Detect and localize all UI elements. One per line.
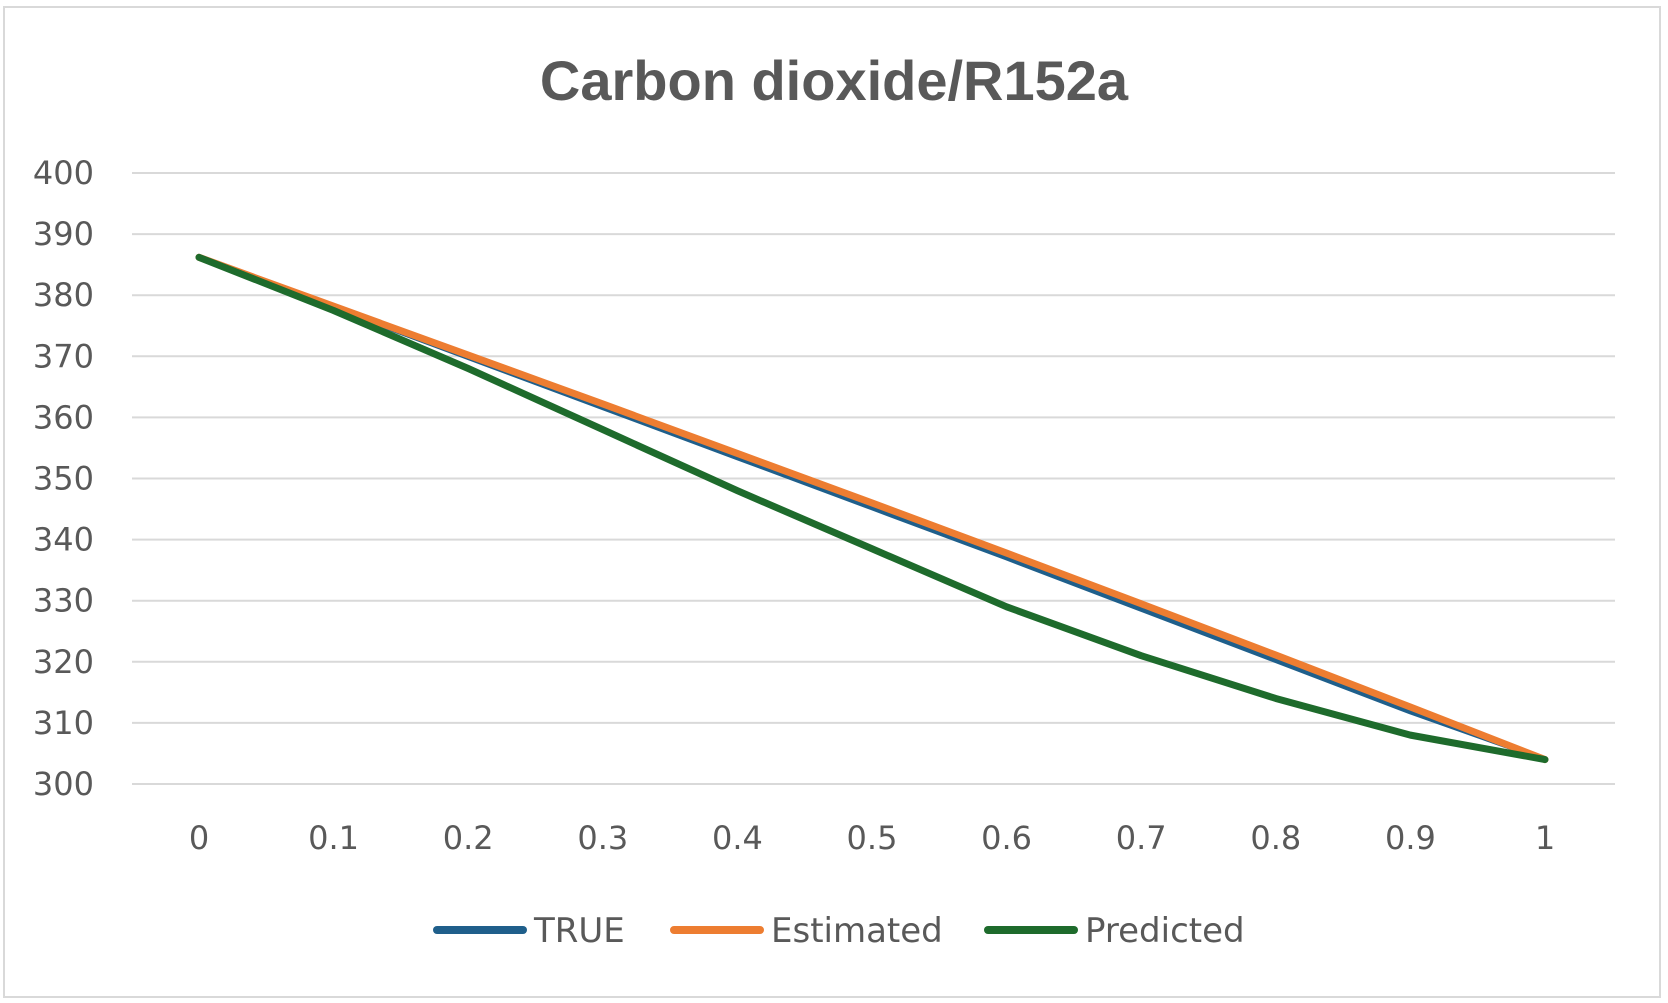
y-axis-ticks: 300 310 320 330 340 350 360 370 380 390 400 — [33, 154, 94, 803]
legend-item-predicted: Predicted — [984, 911, 1245, 951]
y-tick-label: 330 — [33, 582, 94, 620]
x-tick-label: 0.9 — [1385, 819, 1436, 857]
gridlines — [132, 172, 1615, 785]
series-line-estimated — [195, 253, 1549, 764]
x-tick-label: 0 — [189, 819, 209, 857]
x-tick-label: 0.6 — [981, 819, 1032, 857]
chart-frame — [3, 6, 1661, 998]
x-tick-label: 0.1 — [308, 819, 359, 857]
x-tick-label: 0.7 — [1116, 819, 1167, 857]
legend: TRUE Estimated Predicted — [433, 911, 1245, 951]
y-tick-label: 370 — [33, 337, 94, 375]
x-axis-ticks: 0 0.1 0.2 0.3 0.4 0.5 0.6 0.7 0.8 0.9 1 — [189, 819, 1555, 857]
series-lines — [195, 253, 1549, 764]
y-tick-label: 320 — [33, 643, 94, 681]
x-tick-label: 0.8 — [1250, 819, 1301, 857]
y-tick-label: 310 — [33, 704, 94, 742]
legend-label: Predicted — [1085, 911, 1245, 951]
legend-item-estimated: Estimated — [670, 911, 943, 951]
y-tick-label: 360 — [33, 398, 94, 436]
x-tick-label: 1 — [1535, 819, 1555, 857]
y-tick-label: 380 — [33, 276, 94, 314]
legend-item-true: TRUE — [433, 911, 625, 951]
y-tick-label: 400 — [33, 154, 94, 192]
legend-label: TRUE — [533, 911, 625, 951]
legend-label: Estimated — [771, 911, 943, 951]
y-tick-label: 340 — [33, 521, 94, 559]
y-tick-label: 390 — [33, 215, 94, 253]
chart-title: Carbon dioxide/R152a — [540, 49, 1129, 112]
x-tick-label: 0.3 — [577, 819, 628, 857]
series-line-predicted — [195, 253, 1549, 764]
x-tick-label: 0.4 — [712, 819, 763, 857]
y-tick-label: 350 — [33, 460, 94, 498]
x-tick-label: 0.5 — [847, 819, 898, 857]
x-tick-label: 0.2 — [443, 819, 494, 857]
y-tick-label: 300 — [33, 765, 94, 803]
